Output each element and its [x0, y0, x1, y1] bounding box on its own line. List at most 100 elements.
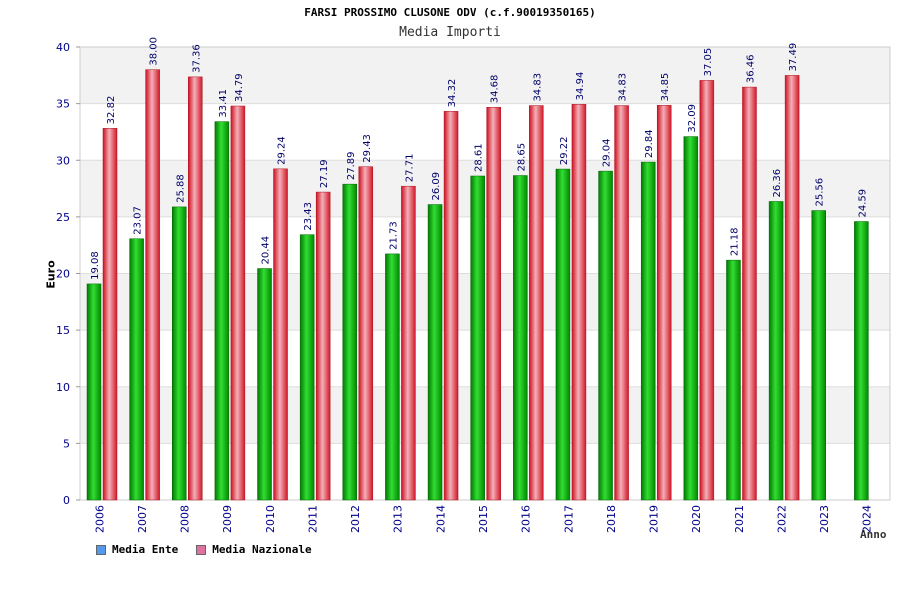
legend-label-media-nazionale: Media Nazionale [212, 543, 312, 556]
bar-media-ente [683, 136, 699, 501]
bar-media-ente [427, 204, 443, 501]
data-label: 19.08 [90, 251, 101, 280]
y-tick-label: 0 [63, 494, 70, 507]
data-label: 34.68 [490, 75, 501, 104]
bar-media-nazionale [230, 105, 246, 501]
bar-media-ente [598, 170, 613, 501]
x-tick-label: 2022 [775, 505, 788, 533]
x-tick-label: 2020 [690, 505, 703, 533]
x-tick-label: 2010 [264, 505, 277, 533]
bar-media-ente [342, 183, 358, 501]
data-label: 34.83 [618, 73, 629, 102]
bar-media-ente [555, 168, 571, 501]
y-tick-label: 30 [56, 154, 70, 167]
data-label: 27.19 [319, 159, 330, 188]
data-label: 27.71 [404, 154, 415, 183]
bar-media-ente [726, 259, 741, 501]
bar-media-ente [299, 234, 315, 501]
x-axis-label: Anno [860, 528, 887, 541]
legend-swatch-media-nazionale [196, 544, 207, 555]
x-tick-label: 2016 [520, 505, 533, 533]
bar-media-nazionale [145, 69, 160, 501]
x-tick-label: 2008 [179, 505, 192, 533]
x-tick-label: 2014 [434, 505, 447, 533]
bar-media-ente [257, 268, 272, 501]
data-label: 32.82 [106, 96, 117, 125]
bar-media-nazionale [742, 86, 757, 501]
data-label: 34.94 [575, 72, 586, 101]
x-tick-label: 2011 [306, 505, 319, 533]
legend-label-media-ente: Media Ente [112, 543, 179, 556]
data-label: 28.61 [474, 143, 485, 172]
bar-media-nazionale [401, 185, 416, 501]
bar-media-ente [513, 175, 528, 501]
x-tick-label: 2015 [477, 505, 490, 533]
x-tick-label: 2018 [605, 505, 618, 533]
x-tick-label: 2019 [648, 505, 661, 533]
bar-media-nazionale [614, 105, 629, 501]
bar-media-ente [470, 175, 485, 501]
bar-media-ente [854, 221, 869, 501]
data-label: 32.09 [687, 104, 698, 133]
bar-media-nazionale [656, 105, 672, 501]
data-label: 20.44 [261, 236, 272, 265]
bar-media-ente [811, 210, 826, 501]
x-tick-label: 2009 [221, 505, 234, 533]
bar-media-nazionale [102, 128, 118, 501]
data-label: 33.41 [218, 89, 229, 118]
bar-media-nazionale [571, 104, 587, 501]
bar-media-ente [640, 161, 656, 501]
data-label: 23.43 [303, 202, 314, 231]
data-label: 37.05 [703, 48, 714, 77]
bar-media-nazionale [486, 106, 501, 501]
bar-media-nazionale [784, 75, 800, 501]
legend: Media Ente Media Nazionale [96, 543, 312, 556]
x-tick-label: 2012 [349, 505, 362, 533]
data-label: 21.18 [729, 227, 740, 256]
bar-media-nazionale [443, 111, 459, 501]
data-label: 29.43 [362, 134, 373, 163]
data-label: 26.09 [431, 172, 442, 201]
data-label: 27.89 [346, 152, 357, 181]
bar-media-nazionale [315, 191, 331, 501]
data-label: 28.65 [516, 143, 527, 172]
bar-media-nazionale [529, 105, 544, 501]
y-tick-label: 40 [56, 41, 70, 54]
legend-swatch-media-ente [96, 544, 106, 555]
data-label: 34.85 [660, 73, 671, 102]
chart-subtitle: Media Importi [399, 25, 501, 40]
bar-media-ente [768, 201, 784, 501]
chart-title: FARSI PROSSIMO CLUSONE ODV (c.f.90019350… [304, 6, 596, 19]
x-tick-label: 2007 [136, 505, 149, 533]
bar-media-ente [172, 206, 187, 501]
x-tick-label: 2013 [392, 505, 405, 533]
y-tick-label: 25 [56, 211, 70, 224]
x-tick-label: 2021 [733, 505, 746, 533]
data-label: 29.04 [602, 138, 613, 167]
bar-media-nazionale [699, 80, 715, 501]
data-label: 25.56 [815, 178, 826, 207]
data-label: 37.49 [788, 43, 799, 72]
y-tick-label: 5 [63, 437, 70, 450]
data-label: 29.24 [277, 136, 288, 165]
legend-item-media-nazionale: Media Nazionale [196, 543, 312, 556]
data-label: 23.07 [133, 206, 144, 235]
bar-media-nazionale [358, 166, 374, 501]
x-tick-label: 2024 [861, 505, 874, 533]
bar-media-ente [86, 283, 102, 501]
y-tick-label: 35 [56, 98, 70, 111]
bar-media-ente [129, 238, 144, 501]
data-label: 21.73 [388, 221, 399, 250]
data-label: 29.84 [644, 129, 655, 158]
legend-item-media-ente: Media Ente [96, 543, 178, 556]
data-label: 34.32 [447, 79, 458, 108]
data-label: 36.46 [745, 54, 756, 83]
x-tick-label: 2023 [818, 505, 831, 533]
x-tick-label: 2017 [562, 505, 575, 533]
bar-media-ente [385, 253, 400, 501]
y-tick-label: 20 [56, 268, 70, 281]
y-tick-label: 15 [56, 324, 70, 337]
bar-media-ente [214, 121, 230, 501]
